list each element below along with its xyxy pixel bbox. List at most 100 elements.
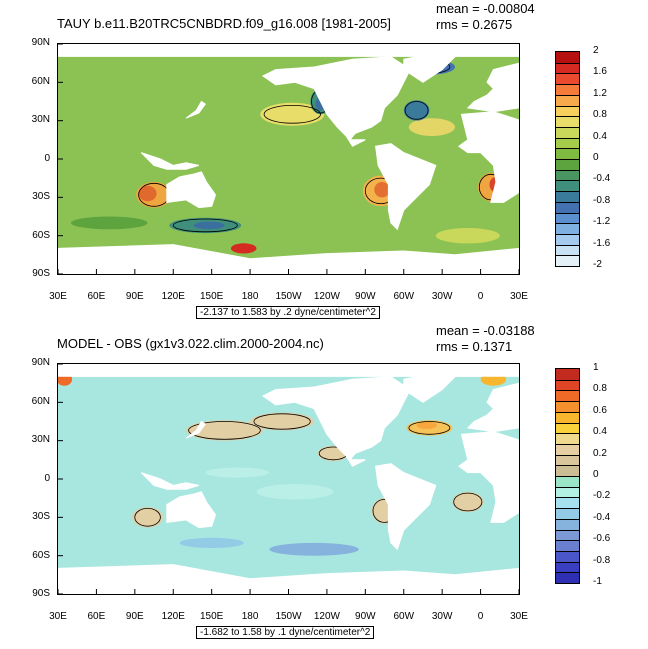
colorbar-label: -1.2 [593,216,611,228]
lon-tick-label: 120E [161,611,185,622]
colorbar-swatch [556,255,579,267]
colorbar-label: -0.8 [593,554,611,566]
land-mask [261,56,411,147]
map-svg [58,44,519,274]
land-mask [140,152,200,170]
colorbar-swatch [556,233,579,246]
colorbar-swatch [556,518,579,530]
lat-tick-label: 0 [44,472,50,484]
colorbar-label: -1.6 [593,237,611,249]
chart-title: TAUY b.e11.B20TRC5CNBDRD.f09_g16.008 [19… [57,16,391,31]
field-anomaly [408,118,455,136]
contour-line [453,492,483,512]
field-anomaly [138,185,157,202]
colorbar-label: -1 [593,576,602,587]
field-anomaly [205,467,270,478]
lon-tick-label: 150W [275,291,302,302]
field-anomaly [250,412,315,431]
colorbar-swatch [556,169,579,181]
colorbar-label: -0.6 [593,533,611,545]
mean-stat: mean = -0.00804 [436,1,535,16]
colorbar-swatch [556,73,579,85]
lat-tick-label: 60N [31,395,50,407]
lon-tick-label: 30E [510,291,528,302]
colorbar-label: -0.4 [593,511,611,523]
contour-line [188,421,261,440]
land-mask [185,420,207,439]
lon-tick-label: 150W [275,611,302,622]
colorbar-label: -0.2 [593,490,611,502]
contour-line [404,101,429,120]
colorbar-swatch [556,422,579,434]
contour-line [253,413,311,430]
lat-tick-label: 60N [31,75,50,87]
land-mask [466,62,519,113]
colorbar [555,368,580,584]
colorbar [555,51,580,267]
lon-tick-label: 60E [87,291,106,302]
colorbar-swatch [556,180,579,192]
contour-info: -1.682 to 1.58 by .1 dyne/centimeter^2 [196,626,375,639]
colorbar-swatch [556,443,579,456]
lon-tick-label: 30E [49,611,67,622]
lon-tick-label: 60W [393,611,415,622]
lat-tick-label: 90S [32,268,50,279]
polar-mask [58,364,519,377]
contour-line [172,218,238,233]
contour-line [134,508,161,527]
lon-tick-label: 180 [241,611,259,622]
lon-tick-label: 0 [477,611,484,622]
lon-tick-label: 150E [199,291,224,302]
mean-stat: mean = -0.03188 [436,323,535,338]
lat-tick-label: 30S [32,511,50,522]
polar-mask [58,44,519,57]
rms-stat: rms = 0.1371 [436,339,513,354]
land-mask [261,376,411,467]
colorbar-swatch [556,201,579,213]
lat-tick-label: 90N [31,357,50,368]
colorbar-label: -2 [593,259,602,270]
colorbar-swatch [556,465,579,477]
colorbar-swatch [556,148,579,160]
land-mask [457,111,519,203]
colorbar-swatch [556,244,579,256]
field-anomaly [70,216,148,230]
field-anomaly [374,182,390,198]
field-anomaly [256,484,334,500]
colorbar-label: 0.2 [593,447,607,459]
colorbar-swatch [556,401,579,413]
contour-info: -2.137 to 1.583 by .2 dyne/centimeter^2 [196,306,380,319]
field-anomaly [435,228,500,244]
field-anomaly [193,221,225,230]
lon-tick-label: 30W [431,291,453,302]
lon-tick-label: 90W [355,291,376,302]
map-plot [57,43,520,275]
lon-tick-label: 30E [510,611,528,622]
chart-title: MODEL - OBS (gx1v3.022.clim.2000-2004.nc… [57,336,324,351]
lon-tick-label: 60W [393,291,415,302]
field-anomaly [132,507,163,528]
colorbar-swatch [556,84,579,96]
land-mask [466,382,519,433]
lon-tick-label: 180 [241,291,259,302]
lon-tick-label: 30W [431,611,453,622]
lat-tick-label: 30S [32,191,50,202]
field-anomaly [230,243,257,254]
lat-tick-label: 30N [31,114,50,125]
contour-line [408,421,451,435]
lat-tick-label: 0 [44,152,50,164]
lon-tick-label: 120W [313,611,340,622]
lat-tick-label: 30N [31,434,50,445]
map-plot [57,363,520,595]
land-mask [457,431,519,523]
colorbar-swatch [556,94,579,106]
colorbar-swatch [556,126,579,139]
colorbar-swatch [556,159,579,171]
colorbar-swatch [556,561,579,573]
colorbar-label: 1 [593,362,599,373]
colorbar-label: 1.2 [593,87,607,99]
land-mask [166,491,217,529]
land-mask [185,100,207,119]
colorbar-swatch [556,508,579,520]
lat-tick-label: 90N [31,37,50,48]
